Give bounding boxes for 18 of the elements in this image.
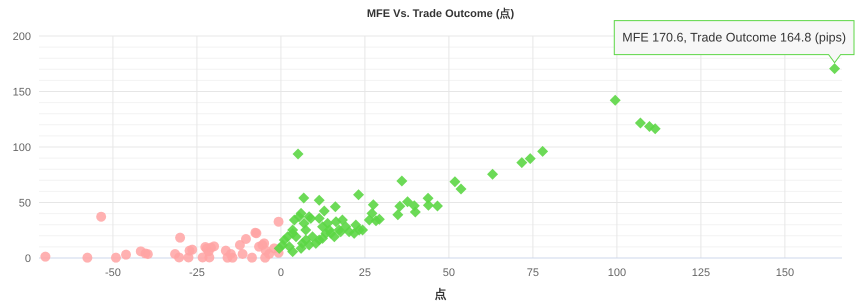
x-tick-label: 25: [358, 267, 372, 279]
x-tick-label: 75: [526, 267, 540, 279]
chart-title: MFE Vs. Trade Outcome (点): [366, 7, 514, 20]
x-tick-label: 50: [442, 267, 456, 279]
x-tick-label: 125: [692, 267, 710, 279]
y-tick-label: 150: [12, 86, 31, 98]
annotation: MFE 170.6, Trade Outcome 164.8 (pips): [614, 20, 854, 64]
x-tick-label: -25: [188, 267, 205, 279]
y-tick-label: 200: [12, 31, 31, 43]
x-axis-title: 点: [434, 287, 446, 301]
x-tick-label: 100: [608, 267, 626, 279]
annotation: MFE 170.6, Trade Outcome 164.8 (pips): [622, 30, 846, 45]
y-tick-label: 100: [12, 142, 31, 154]
y-tick-label: 50: [18, 198, 31, 210]
x-tick-label: 0: [278, 267, 284, 279]
y-tick-label: 0: [24, 253, 31, 265]
x-tick-label: 150: [776, 267, 794, 279]
x-tick-label: -50: [104, 267, 121, 279]
